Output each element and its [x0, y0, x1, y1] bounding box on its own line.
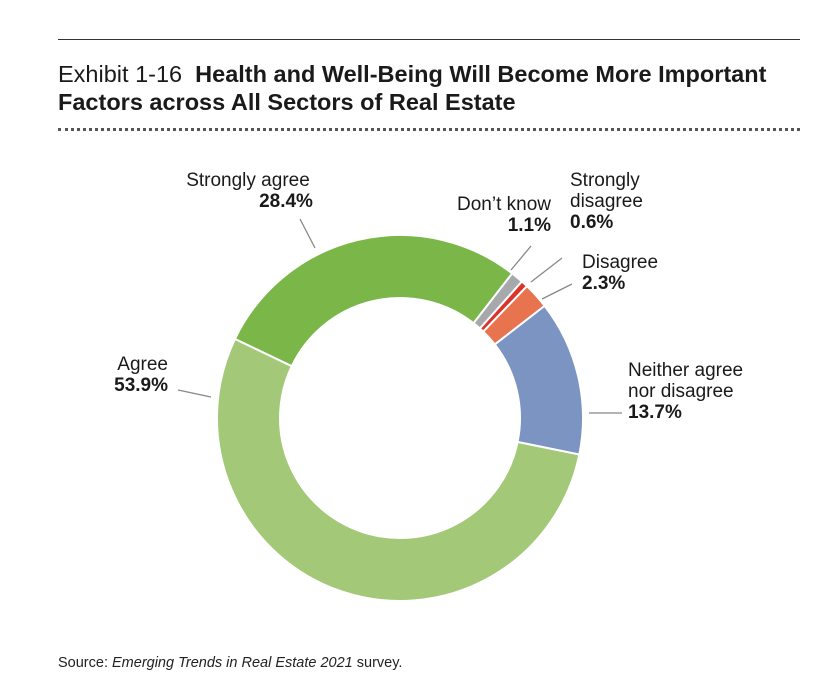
slice-label-neither: Neither agree — [628, 360, 743, 381]
slice-value-strongly-disagree: 0.6% — [570, 212, 613, 233]
slice-value-neither: 13.7% — [628, 402, 682, 423]
leader-line-strongly-disagree — [530, 257, 563, 283]
top-rule — [58, 39, 800, 40]
source-title: Emerging Trends in Real Estate 2021 — [112, 655, 353, 671]
slice-label-neither: nor disagree — [628, 381, 734, 402]
slice-label-agree: Agree — [117, 354, 168, 375]
slice-label-strongly-disagree: Strongly — [570, 170, 640, 191]
leader-line-strongly-agree — [299, 218, 316, 249]
leader-line-agree — [177, 389, 212, 398]
slice-agree — [216, 337, 581, 602]
slice-label-strongly-agree: Strongly agree — [186, 170, 310, 191]
leader-line-disagree — [541, 283, 573, 300]
source-suffix: survey. — [352, 655, 403, 671]
source-prefix: Source: — [58, 655, 112, 671]
exhibit-number: Exhibit 1-16 — [58, 61, 183, 87]
exhibit-title: Health and Well-Being Will Become More I… — [58, 61, 767, 115]
slice-value-dont-know: 1.1% — [508, 215, 551, 236]
slice-value-strongly-agree: 28.4% — [259, 191, 313, 212]
slice-value-agree: 53.9% — [114, 375, 168, 396]
slice-label-dont-know: Don’t know — [457, 194, 551, 215]
chart-title: Exhibit 1-16 Health and Well-Being Will … — [58, 60, 800, 116]
slice-strongly-agree — [233, 234, 514, 368]
slice-label-strongly-disagree: disagree — [570, 191, 643, 212]
leader-line-dont-know — [510, 245, 532, 271]
source-note: Source: Emerging Trends in Real Estate 2… — [58, 655, 402, 671]
slice-value-disagree: 2.3% — [582, 273, 625, 294]
slice-label-disagree: Disagree — [582, 252, 658, 273]
dotted-divider — [58, 128, 800, 131]
